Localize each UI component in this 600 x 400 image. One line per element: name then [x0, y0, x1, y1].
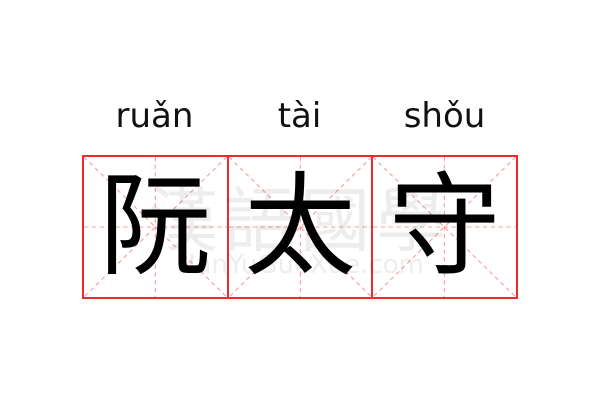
- pinyin-0: ruǎn: [115, 96, 194, 136]
- guide-lines: [228, 157, 372, 297]
- character: 阮: [99, 162, 212, 292]
- character: 守: [388, 162, 501, 292]
- character-grid: 阮 太 守: [82, 155, 518, 299]
- guide-lines: [373, 157, 517, 297]
- character-cell: 守: [371, 157, 517, 297]
- guide-lines: [84, 157, 227, 297]
- pinyin-1: tài: [277, 96, 322, 136]
- character-cell: 阮: [84, 157, 227, 297]
- character-cell: 太: [226, 157, 372, 297]
- character: 太: [244, 162, 356, 292]
- pinyin-2: shǒu: [403, 96, 486, 136]
